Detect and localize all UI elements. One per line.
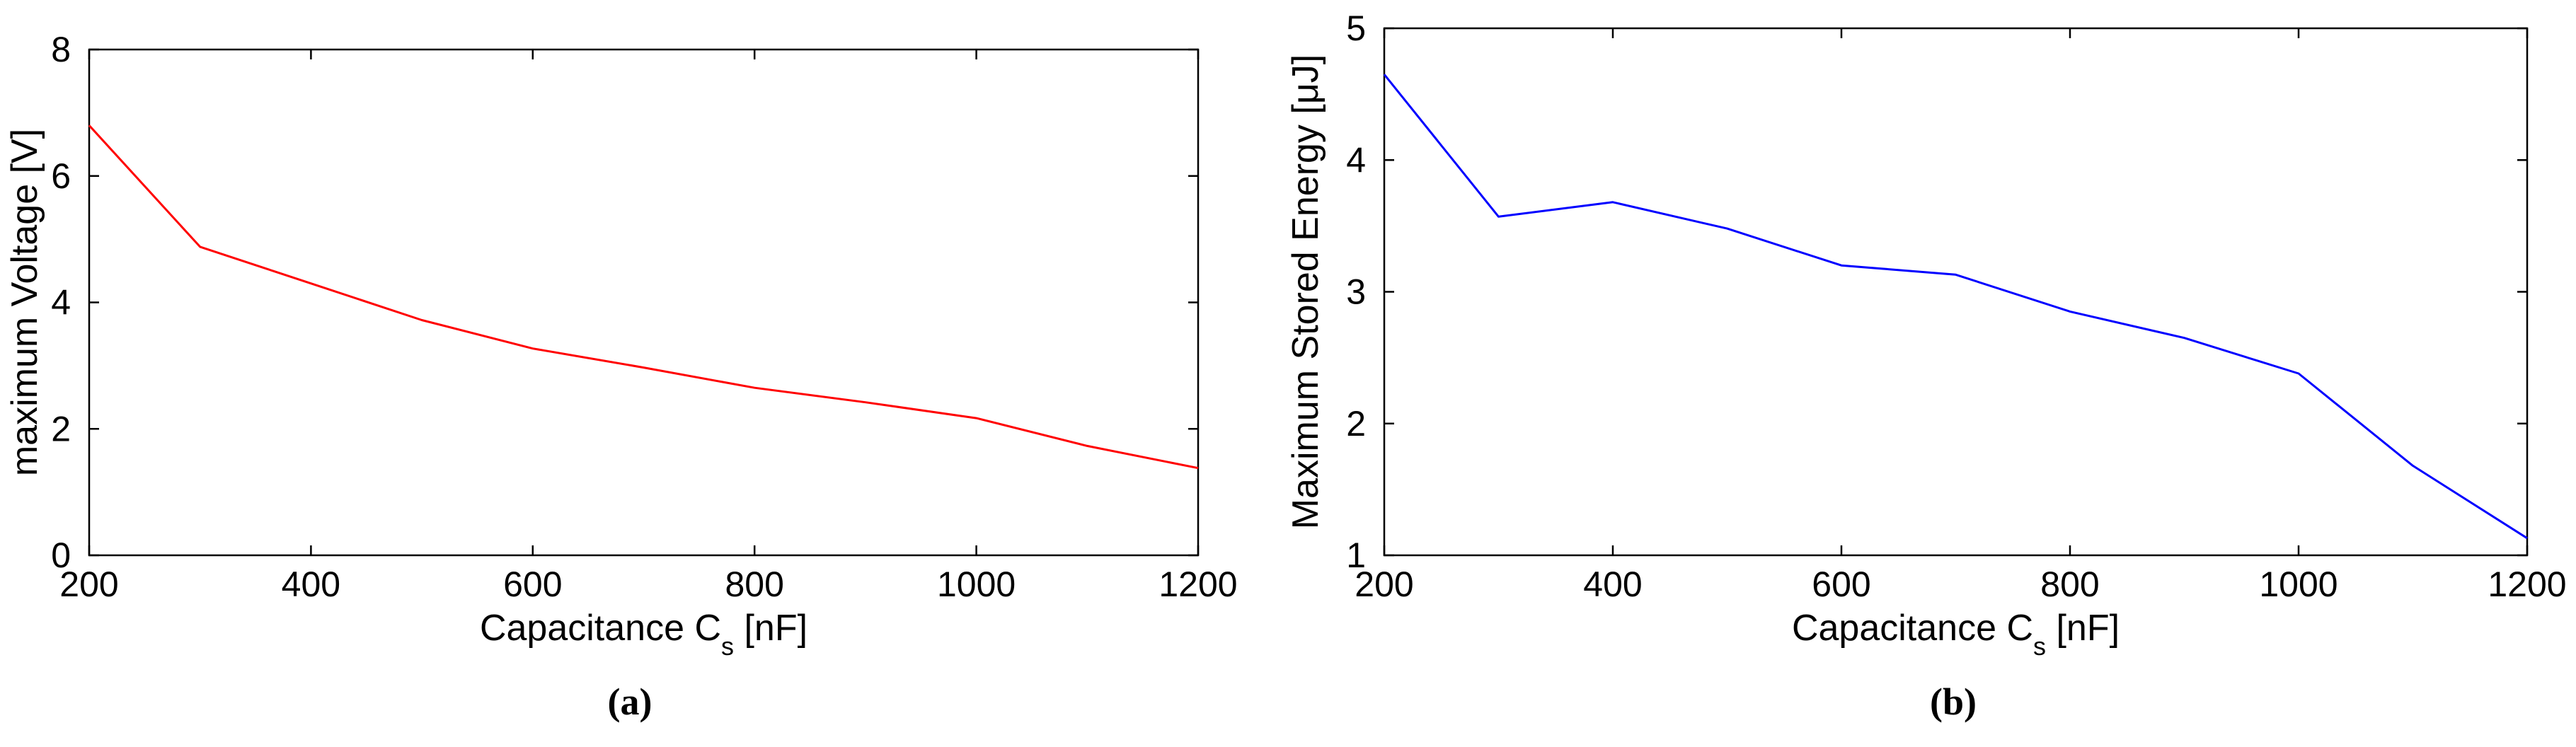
y-tick-label: 5 xyxy=(1346,8,1366,48)
y-tick-label: 2 xyxy=(51,409,71,448)
x-axis-title: Capacitance Cs [nF] xyxy=(1792,608,2120,661)
chart-panel-b: 200 400 600 800 1000 1200 1 2 3 4 5 Capacitance Cs … xyxy=(1285,8,2567,723)
x-tick-label: 200 xyxy=(59,564,118,604)
y-axis-title: Maximum Stored Energy [μJ] xyxy=(1285,54,1326,530)
data-point xyxy=(1498,216,1499,217)
x-tick-label: 400 xyxy=(1583,564,1642,604)
x-tick-label: 800 xyxy=(2040,564,2099,604)
x-tick-label: 800 xyxy=(725,564,783,604)
data-point xyxy=(2070,311,2071,312)
y-tick-label: 2 xyxy=(1346,404,1366,444)
series-line xyxy=(1383,74,2528,540)
data-point xyxy=(532,348,533,349)
y-tick-label: 4 xyxy=(51,283,71,323)
y-tick-label: 8 xyxy=(51,30,71,69)
x-tick-label: 600 xyxy=(503,564,562,604)
panel-label: (a) xyxy=(608,681,652,723)
x-tick-label: 1200 xyxy=(1158,564,1237,604)
x-tick-label: 200 xyxy=(1355,564,1413,604)
x-axis-title: Capacitance Cs [nF] xyxy=(480,608,807,661)
y-axis-title: maximum Voltage [V] xyxy=(4,129,45,476)
data-point xyxy=(643,367,644,368)
series-line xyxy=(88,124,1199,470)
x-tick-label: 1000 xyxy=(2259,564,2338,604)
y-tick-label: 4 xyxy=(1346,140,1366,180)
x-tick-label: 400 xyxy=(282,564,340,604)
y-tick-label: 3 xyxy=(1346,272,1366,312)
chart-panel-a: 200 400 600 800 1000 1200 0 2 4 6 8 Capacitance Cs … xyxy=(4,30,1238,723)
data-point xyxy=(2184,337,2185,338)
data-point xyxy=(1841,265,1842,266)
x-tick-label: 1000 xyxy=(937,564,1016,604)
data-point xyxy=(1384,74,1385,75)
y-tick-label: 1 xyxy=(1346,535,1366,575)
plot-frame xyxy=(1383,27,2529,557)
plot-frame xyxy=(88,48,1200,557)
x-tick-label: 600 xyxy=(1812,564,1870,604)
x-tick-label: 1200 xyxy=(2488,564,2566,604)
data-point xyxy=(1955,274,1956,275)
y-tick-label: 6 xyxy=(51,156,71,196)
panel-label: (b) xyxy=(1930,681,1977,723)
y-tick-label: 0 xyxy=(51,535,71,575)
data-point xyxy=(976,418,977,419)
data-point xyxy=(865,402,866,403)
data-point xyxy=(89,125,90,126)
